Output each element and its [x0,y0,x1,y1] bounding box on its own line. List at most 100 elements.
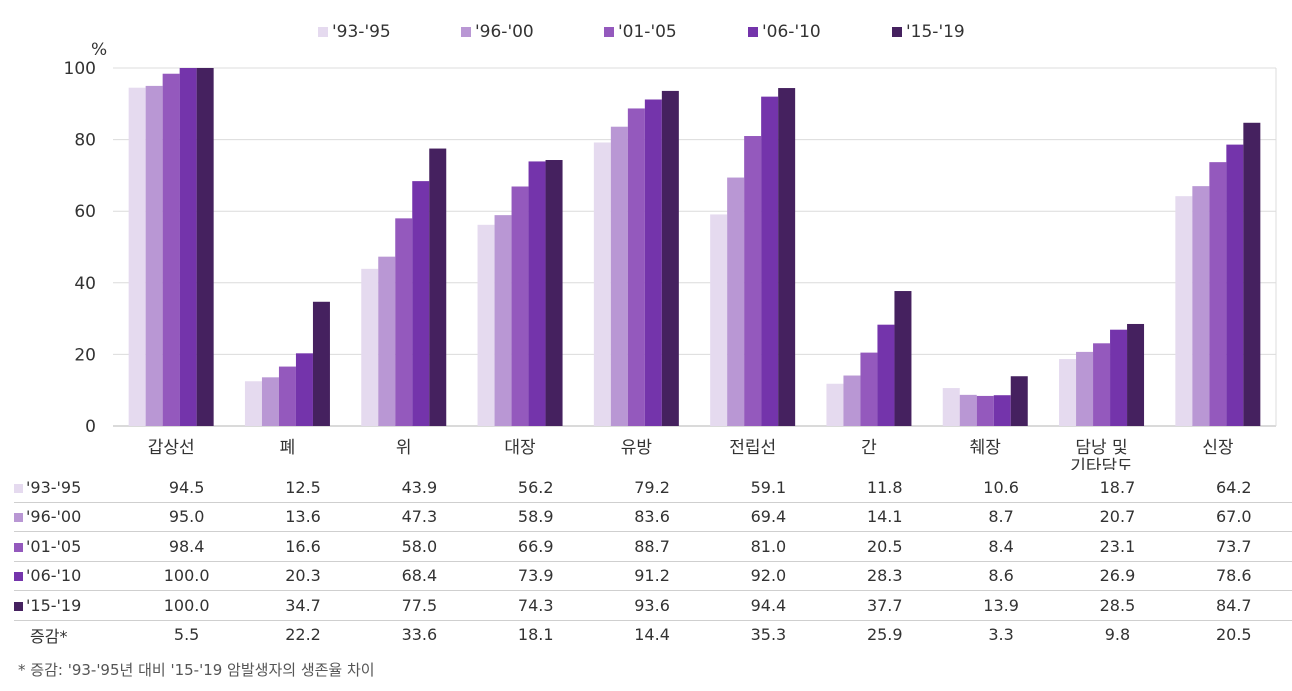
table-cell: 66.9 [477,531,594,562]
legend-swatch [604,27,614,37]
table-cell: 23.1 [1059,531,1176,562]
bar [1059,359,1077,426]
bar [644,99,662,426]
bar [1010,376,1028,426]
bar [627,108,645,426]
bar [378,256,396,426]
bar [894,291,912,426]
bar [545,160,563,427]
table-cell: 22.2 [285,625,321,645]
x-tick-label: 갑상선 [148,438,195,458]
table-cell: 20.7 [1059,502,1176,532]
bar [661,90,679,427]
table-cell: 47.3 [361,502,478,532]
legend-swatch [748,27,758,37]
bar [710,214,728,426]
legend-label: '06-'10 [762,22,821,42]
table-row: '15-'19 100.0 34.7 77.5 74.3 93.6 94.4 37.7 13.9… [14,590,1292,621]
table-cell: 74.3 [477,590,594,621]
bar [1127,323,1145,426]
bar [312,301,330,426]
table-cell: 59.1 [710,473,827,503]
bar [959,394,977,426]
y-tick-label: 20 [74,345,96,365]
table-cell: 88.7 [593,531,711,562]
x-tick-label: 유방 [621,438,653,458]
bar [877,324,895,426]
bar [593,142,611,427]
table-row: '01-'05 98.4 16.6 58.0 66.9 88.7 81.0 20.5 8.4 23… [14,531,1292,562]
table-cell: 10.6 [942,473,1060,503]
bar [778,88,796,426]
legend-label: '93-'95 [332,22,391,42]
row-swatch [14,572,23,582]
table-cell: 56.2 [477,473,594,503]
table-cell: 28.5 [1059,590,1176,621]
table-cell: 77.5 [361,590,478,621]
bar [1093,343,1111,426]
bar [1226,144,1244,426]
table-cell: 35.3 [750,625,787,645]
y-tick-label: 80 [74,131,96,151]
table-row: '06-'10 100.0 20.3 68.4 73.9 91.2 92.0 28.3 8.6 2… [14,561,1292,591]
table-cell: 18.1 [517,625,554,645]
row-swatch [14,513,23,523]
bar [162,73,180,426]
table-row: '96-'00 95.0 13.6 47.3 58.9 83.6 69.4 14.1 8.7 20… [14,502,1292,532]
legend-label: '01-'05 [618,22,677,42]
bar [145,85,163,427]
y-tick-label: 100 [64,59,96,79]
table-cell: 58.0 [361,531,478,562]
bar [993,395,1011,426]
table-cell: 8.6 [942,561,1060,591]
table-cell: 98.4 [128,531,245,562]
bar [860,352,878,426]
row-swatch [14,483,23,493]
bar [1175,196,1193,426]
table-cell: 26.9 [1059,561,1176,591]
table-cell: 9.8 [1104,625,1131,645]
x-tick-label: 신장 [1202,438,1234,458]
table-cell: 79.2 [593,473,711,503]
table-cell: 95.0 [128,502,245,532]
footnote: * 증감: '93-'95년 대비 '15-'19 암발생자의 생존율 차이 [18,661,375,679]
legend-swatch [318,27,328,37]
table-cell: 16.6 [244,531,362,562]
bar [744,136,762,426]
row-label: '93-'95 [14,473,129,503]
table-cell: 83.6 [593,502,711,532]
bar [1192,186,1210,426]
table-cell: 3.3 [988,625,1014,645]
table-cell: 14.4 [634,625,670,645]
bar [826,383,844,426]
table-cell: 13.6 [244,502,362,532]
legend-swatch [461,27,471,37]
bar [1209,162,1227,427]
table-cell: 18.7 [1059,473,1176,503]
y-tick-label: 60 [74,202,96,222]
row-label: '06-'10 [14,561,129,591]
table-cell: 12.5 [244,473,362,503]
table-cell: 64.2 [1175,473,1292,503]
legend-entry: '06-'10 [748,22,821,42]
bar [412,181,430,426]
table-cell: 20.5 [1215,625,1252,645]
bar [976,395,994,426]
row-label: 증감* [30,626,68,646]
bar [761,96,779,426]
survival-rate-bar-chart: 0 20 40 60 80 100 갑상선 폐 위 대장 유방 전립선 간 췌장 담낭 및 기타담도 신장 [64,59,1277,470]
table-cell: 8.7 [942,502,1060,532]
table-cell: 28.3 [826,561,943,591]
bar [295,353,313,426]
legend-entry: '15-'19 [892,22,965,42]
bar [477,224,495,426]
table-cell: 33.6 [401,625,438,645]
legend-label: '15-'19 [906,22,965,42]
data-table: '93-'95 94.5 12.5 43.9 56.2 79.2 59.1 11.8 10.6 1… [14,473,1292,649]
row-label: '01-'05 [14,531,129,562]
bar [511,186,529,426]
table-cell: 8.4 [942,531,1060,562]
bar [727,177,745,426]
bar [494,215,512,426]
x-tick-label: 대장 [504,438,536,458]
